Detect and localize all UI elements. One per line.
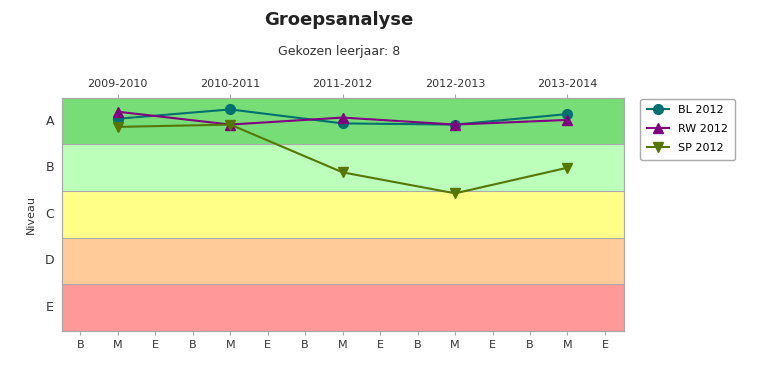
Text: B: B — [45, 161, 54, 174]
SP 2012 — [563, 165, 572, 170]
Bar — [62, 144, 624, 191]
RW 2012 — [338, 115, 347, 120]
BL 2012 — [338, 121, 347, 126]
Bar — [62, 238, 624, 284]
Text: C: C — [45, 208, 54, 221]
Text: E: E — [46, 301, 54, 314]
SP 2012 — [338, 170, 347, 174]
Bar — [62, 191, 624, 238]
BL 2012 — [113, 117, 122, 121]
Legend: BL 2012, RW 2012, SP 2012: BL 2012, RW 2012, SP 2012 — [641, 99, 735, 160]
RW 2012 — [113, 109, 122, 114]
Text: Gekozen leerjaar: 8: Gekozen leerjaar: 8 — [278, 45, 400, 58]
BL 2012 — [563, 112, 572, 116]
BL 2012 — [450, 122, 460, 127]
RW 2012 — [563, 118, 572, 122]
Bar — [62, 98, 624, 144]
RW 2012 — [226, 122, 235, 127]
Text: D: D — [45, 255, 54, 267]
SP 2012 — [113, 124, 122, 129]
Line: BL 2012: BL 2012 — [113, 105, 572, 129]
Text: A: A — [45, 115, 54, 127]
Text: Groepsanalyse: Groepsanalyse — [264, 11, 413, 29]
BL 2012 — [226, 107, 235, 112]
Bar — [62, 284, 624, 331]
Line: SP 2012: SP 2012 — [113, 120, 572, 198]
SP 2012 — [450, 191, 460, 196]
Line: RW 2012: RW 2012 — [113, 107, 572, 129]
RW 2012 — [450, 122, 460, 127]
SP 2012 — [226, 122, 235, 127]
Text: Niveau: Niveau — [25, 195, 35, 234]
